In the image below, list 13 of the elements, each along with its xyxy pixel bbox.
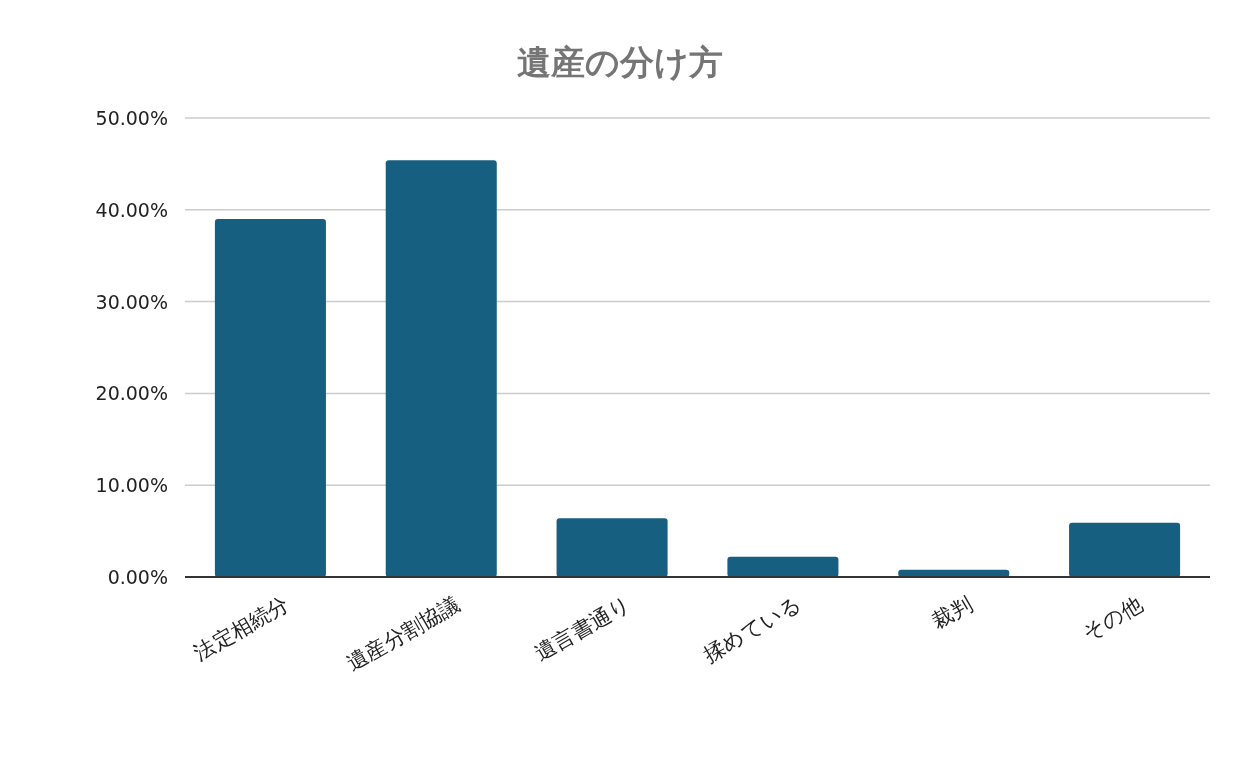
x-tick-label: 揉めている [699, 591, 806, 667]
x-tick-label: 法定相続分 [189, 591, 293, 665]
x-tick-label: 遺産分割協議 [342, 591, 464, 676]
x-tick-label: その他 [1078, 591, 1148, 645]
y-tick-label: 10.00% [95, 474, 168, 497]
y-tick-label: 40.00% [95, 198, 168, 221]
y-tick-label: 50.00% [95, 107, 168, 129]
x-tick-label: 裁判 [927, 591, 977, 634]
x-tick-label: 遺言書通り [530, 591, 635, 666]
y-tick-label: 20.00% [95, 382, 168, 405]
y-tick-label: 30.00% [95, 290, 168, 313]
chart-title: 遺産の分け方 [517, 42, 723, 82]
y-tick-label: 0.00% [107, 566, 168, 588]
